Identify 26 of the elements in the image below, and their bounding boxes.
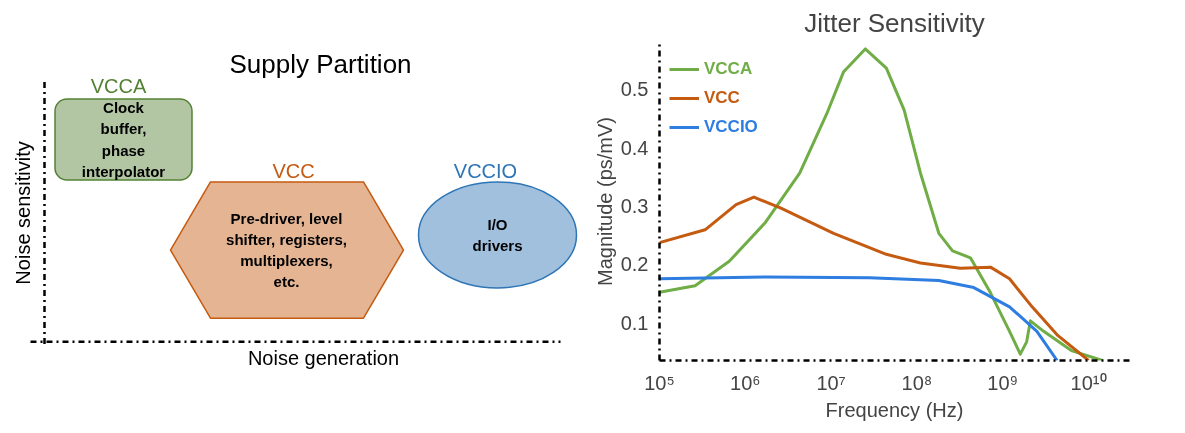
text: Noise generation bbox=[247, 347, 400, 370]
text: Clock buffer, phase interpolator bbox=[81, 99, 166, 180]
y-axis-title: Magnitude (ps/mV) bbox=[593, 117, 616, 286]
legend-label: VCCIO bbox=[704, 117, 758, 137]
x-tick-label: 10¹⁰ bbox=[1070, 371, 1107, 394]
y-tick-label: 0.1 bbox=[620, 311, 649, 334]
legend-label: VCCA bbox=[704, 59, 753, 79]
y-tick-label: 0.3 bbox=[620, 194, 649, 217]
chart-title: Jitter Sensitivity bbox=[804, 7, 985, 38]
y-tick-label: 0.5 bbox=[620, 78, 649, 101]
text: Noise sensitivity bbox=[11, 141, 34, 285]
text: Supply Partition bbox=[229, 48, 412, 79]
x-tick-label: 10⁵ bbox=[644, 371, 675, 394]
legend-label: VCC bbox=[704, 88, 740, 108]
text: VCC bbox=[272, 159, 315, 182]
y-tick-label: 0.4 bbox=[620, 136, 649, 159]
x-axis-title: Frequency (Hz) bbox=[825, 398, 964, 421]
text: I/O drivers bbox=[472, 215, 523, 255]
text: VCCA bbox=[90, 74, 147, 97]
y-tick-label: 0.2 bbox=[620, 253, 649, 276]
x-tick-label: 10⁹ bbox=[987, 371, 1019, 394]
text: VCCIO bbox=[453, 159, 518, 182]
x-tick-label: 10⁶ bbox=[730, 371, 761, 394]
text: Pre-driver, level shifter, registers, multiplexers, etc. bbox=[226, 209, 347, 291]
x-tick-label: 10⁷ bbox=[816, 371, 846, 394]
x-tick-label: 10⁸ bbox=[901, 371, 933, 394]
